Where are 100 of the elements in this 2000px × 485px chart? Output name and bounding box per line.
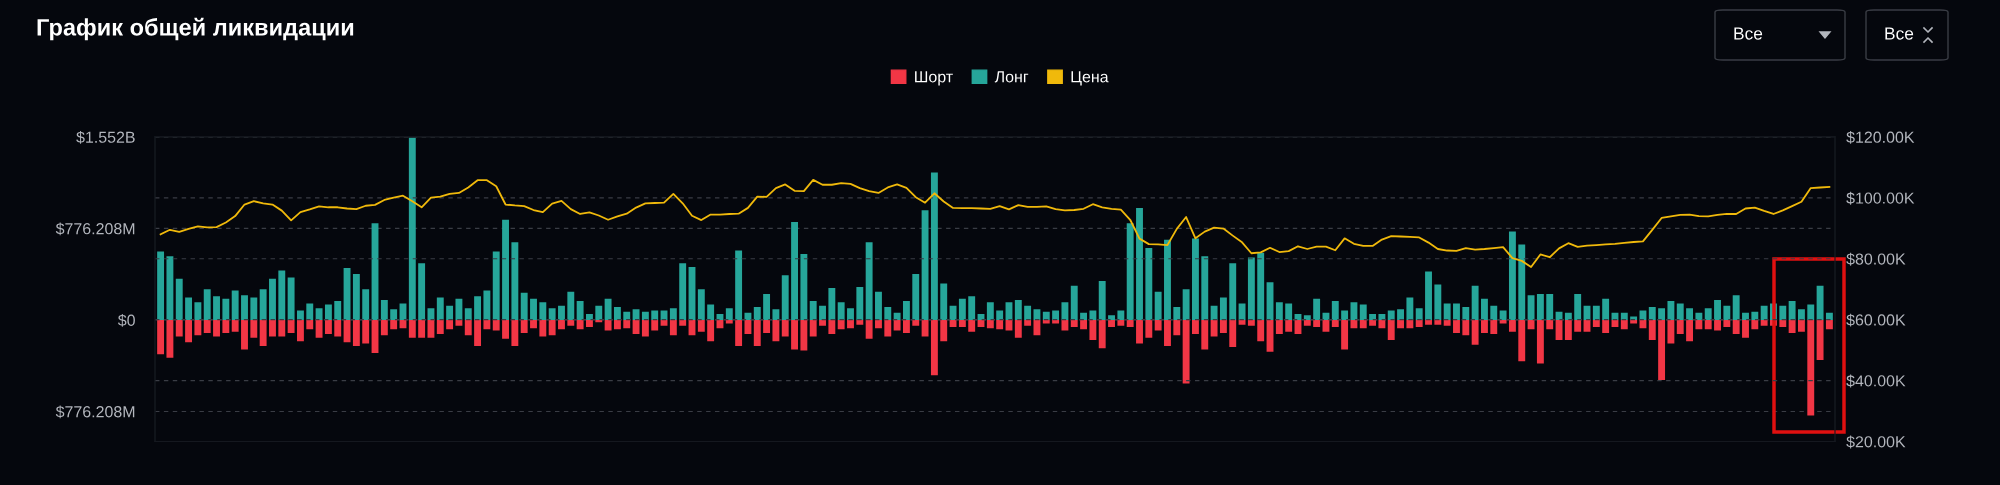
text: Все — [1734, 27, 1763, 40]
bar — [986, 302, 994, 320]
bar — [1052, 310, 1060, 320]
bar — [623, 319, 631, 329]
bar — [781, 275, 789, 320]
bar — [996, 310, 1004, 320]
bar — [334, 301, 342, 320]
bar — [1602, 298, 1610, 320]
bar — [1313, 319, 1321, 328]
bar — [464, 319, 472, 336]
bar — [315, 319, 323, 338]
bar — [287, 319, 295, 333]
y2-tick-label: $100.00K — [1846, 191, 1915, 205]
bar — [1089, 310, 1097, 320]
bar — [921, 210, 929, 320]
bar — [1350, 302, 1358, 320]
bar — [1108, 319, 1115, 328]
bar — [1397, 309, 1404, 320]
bar — [1136, 319, 1143, 344]
bar — [1350, 319, 1358, 329]
bar — [1742, 319, 1749, 338]
bar — [1182, 319, 1190, 384]
y2-tick-label: $60.00K — [1846, 313, 1906, 327]
bar — [1807, 319, 1815, 416]
bar — [1639, 319, 1647, 329]
bar — [352, 319, 360, 346]
bar — [1648, 306, 1656, 320]
bar — [902, 319, 910, 333]
bar — [1061, 319, 1069, 331]
bar — [819, 305, 826, 320]
y-tick-label: $1.552B — [76, 130, 135, 144]
bar — [1098, 319, 1106, 349]
bar — [1620, 312, 1628, 320]
bar — [800, 253, 808, 320]
bar — [259, 289, 267, 320]
text: Все — [1885, 27, 1914, 40]
bar — [1518, 319, 1526, 362]
bar — [1732, 295, 1740, 320]
bar — [1536, 319, 1544, 364]
bar — [1154, 291, 1162, 320]
bar — [1742, 312, 1749, 320]
bar — [492, 251, 500, 320]
bar — [166, 319, 174, 358]
bar — [1425, 271, 1432, 320]
bar — [1481, 319, 1488, 333]
bar — [380, 319, 388, 336]
bar — [483, 290, 491, 320]
bar — [679, 319, 687, 326]
bar — [1546, 294, 1554, 320]
bar — [1667, 319, 1675, 344]
bar — [1359, 304, 1367, 320]
bar — [324, 319, 332, 335]
bar — [1080, 319, 1088, 330]
bar — [520, 319, 528, 333]
bar — [1406, 319, 1414, 329]
bar — [1126, 223, 1134, 320]
bar — [735, 319, 743, 346]
bar — [828, 288, 836, 320]
bar — [1481, 298, 1488, 320]
bar — [1117, 310, 1125, 320]
bar — [269, 319, 276, 337]
bar — [781, 319, 789, 337]
bar — [1434, 319, 1442, 325]
bar — [483, 319, 491, 330]
bar — [697, 289, 705, 320]
bar — [558, 305, 565, 320]
bar — [1117, 319, 1125, 326]
bar — [1648, 319, 1656, 340]
bar — [1453, 319, 1460, 333]
bar — [930, 172, 938, 320]
bar — [632, 309, 640, 320]
bar — [1732, 319, 1740, 335]
bar — [1154, 319, 1162, 331]
bar — [250, 319, 258, 338]
bar — [753, 319, 761, 346]
bar — [1602, 319, 1610, 333]
bar — [1341, 319, 1349, 350]
bar — [1508, 319, 1516, 332]
bar — [930, 319, 938, 376]
bar — [1145, 248, 1153, 320]
bar — [157, 251, 165, 320]
bar — [343, 319, 351, 343]
bar — [1182, 289, 1190, 320]
bar — [213, 319, 220, 337]
bar — [968, 319, 976, 332]
bar — [1630, 316, 1638, 320]
bar — [1387, 319, 1395, 340]
bar — [1723, 305, 1731, 320]
bar — [558, 319, 565, 330]
bar — [474, 319, 482, 346]
bar — [1527, 319, 1535, 330]
bar — [1695, 312, 1703, 320]
bar — [511, 319, 519, 346]
bar — [1639, 310, 1647, 320]
bar — [856, 286, 864, 320]
bar — [1490, 305, 1498, 320]
bar — [1499, 310, 1507, 320]
bar — [1658, 308, 1666, 320]
bar — [1564, 319, 1572, 340]
bar — [1686, 319, 1694, 342]
